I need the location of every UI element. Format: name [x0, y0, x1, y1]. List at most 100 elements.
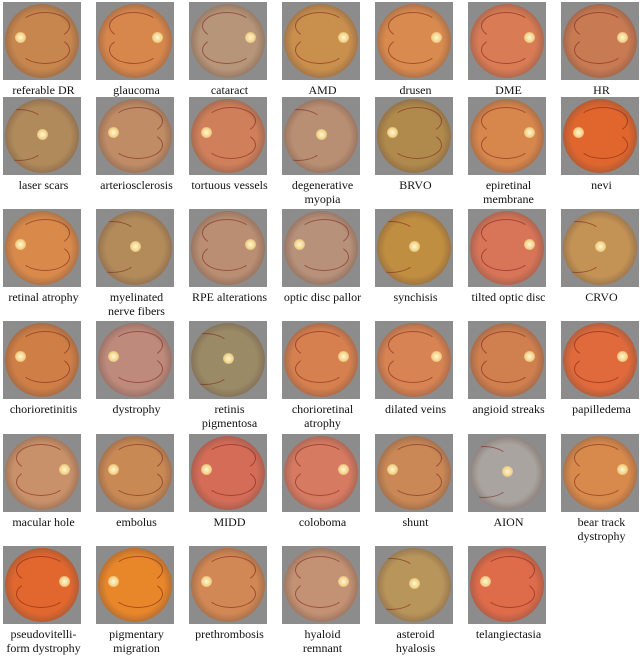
caption: retinis pigmentosa	[186, 402, 273, 430]
caption-line: DME	[495, 83, 522, 97]
blood-vessel	[284, 133, 323, 161]
fundus-cell: dilated veins	[372, 321, 463, 431]
blood-vessel	[20, 12, 70, 40]
caption: myelinated nerve fibers	[93, 290, 180, 318]
fundus-cell: drusen	[372, 2, 463, 112]
blood-vessel	[206, 556, 256, 584]
caption-line: CRVO	[585, 290, 618, 304]
retina-disc-image	[98, 436, 172, 510]
caption-line: chorioretinal	[291, 402, 354, 416]
retina-disc-image	[191, 4, 265, 78]
fundus-cell: CRVO	[558, 209, 640, 319]
retina-disc-image	[191, 211, 265, 285]
blood-vessel	[392, 131, 442, 159]
caption-line: AION	[493, 515, 524, 529]
caption-line: glaucoma	[113, 83, 160, 97]
fundus-image	[3, 2, 81, 80]
blood-vessel	[16, 468, 66, 496]
fundus-image	[96, 546, 174, 624]
fundus-image	[189, 321, 267, 399]
caption: pigmentary migration	[93, 627, 180, 655]
optic-disc	[338, 464, 349, 475]
fundus-cell: AMD	[279, 2, 370, 112]
blood-vessel	[109, 36, 159, 64]
caption: papilledema	[558, 402, 640, 416]
fundus-image	[375, 434, 453, 512]
caption-line: drusen	[399, 83, 432, 97]
retina-disc-image	[377, 4, 451, 78]
caption: retinal atrophy	[0, 290, 87, 304]
caption-line: BRVO	[399, 178, 432, 192]
fundus-image	[375, 97, 453, 175]
optic-disc	[59, 576, 70, 587]
caption: epiretinal membrane	[465, 178, 552, 206]
fundus-image	[468, 434, 546, 512]
fundus-cell: hyaloid remnant	[279, 546, 370, 656]
fundus-image	[189, 2, 267, 80]
fundus-image	[375, 2, 453, 80]
optic-disc	[15, 351, 26, 362]
caption-line: bear track	[577, 515, 626, 529]
blood-vessel	[578, 131, 628, 159]
optic-disc	[524, 239, 535, 250]
fundus-image	[282, 209, 360, 287]
fundus-image	[3, 209, 81, 287]
blood-vessel	[202, 36, 252, 64]
caption-line: epiretinal	[485, 178, 532, 192]
optic-disc	[37, 129, 48, 140]
retina-disc-image	[377, 211, 451, 285]
fundus-cell: chorioretinal atrophy	[279, 321, 370, 431]
caption: shunt	[372, 515, 459, 529]
retina-disc-image	[191, 436, 265, 510]
caption-line: retinal atrophy	[8, 290, 79, 304]
optic-disc	[15, 239, 26, 250]
optic-disc	[431, 351, 442, 362]
caption: embolus	[93, 515, 180, 529]
optic-disc	[108, 127, 119, 138]
caption-line: shunt	[402, 515, 429, 529]
optic-disc	[524, 32, 535, 43]
blood-vessel	[481, 36, 531, 64]
fundus-image	[468, 546, 546, 624]
blood-vessel	[299, 219, 349, 247]
retina-disc-image	[563, 436, 637, 510]
blood-vessel	[206, 444, 256, 472]
caption: drusen	[372, 83, 459, 97]
retina-disc-image	[470, 211, 544, 285]
caption: coloboma	[279, 515, 366, 529]
fundus-cell: HR	[558, 2, 640, 112]
fundus-image	[96, 209, 174, 287]
fundus-cell: dystrophy	[93, 321, 184, 431]
caption: tortuous vessels	[186, 178, 273, 192]
caption-line: dystrophy	[577, 529, 626, 543]
fundus-cell: angioid streaks	[465, 321, 556, 431]
blood-vessel	[574, 355, 624, 383]
blood-vessel	[485, 580, 535, 608]
caption-line: dystrophy	[112, 402, 161, 416]
retina-disc-image	[5, 4, 79, 78]
caption-line: coloboma	[298, 515, 347, 529]
caption: MIDD	[186, 515, 273, 529]
fundus-cell: DME	[465, 2, 556, 112]
retina-disc-image	[5, 99, 79, 173]
blood-vessel	[113, 580, 163, 608]
blood-vessel	[388, 36, 438, 64]
caption: cataract	[186, 83, 273, 97]
caption-line: laser scars	[18, 178, 69, 192]
caption-line: dilated veins	[385, 402, 446, 416]
fundus-cell: RPE alterations	[186, 209, 277, 319]
optic-disc	[130, 241, 141, 252]
optic-disc	[617, 351, 628, 362]
optic-disc	[152, 32, 163, 43]
blood-vessel	[295, 468, 345, 496]
fundus-cell: coloboma	[279, 434, 370, 544]
retina-disc-image	[191, 323, 265, 397]
caption-line: AMD	[308, 83, 337, 97]
fundus-cell: shunt	[372, 434, 463, 544]
caption-line: angioid streaks	[472, 402, 545, 416]
retina-disc-image	[377, 323, 451, 397]
optic-disc	[573, 127, 584, 138]
retina-disc-image	[98, 211, 172, 285]
optic-disc	[108, 576, 119, 587]
blood-vessel	[295, 355, 345, 383]
